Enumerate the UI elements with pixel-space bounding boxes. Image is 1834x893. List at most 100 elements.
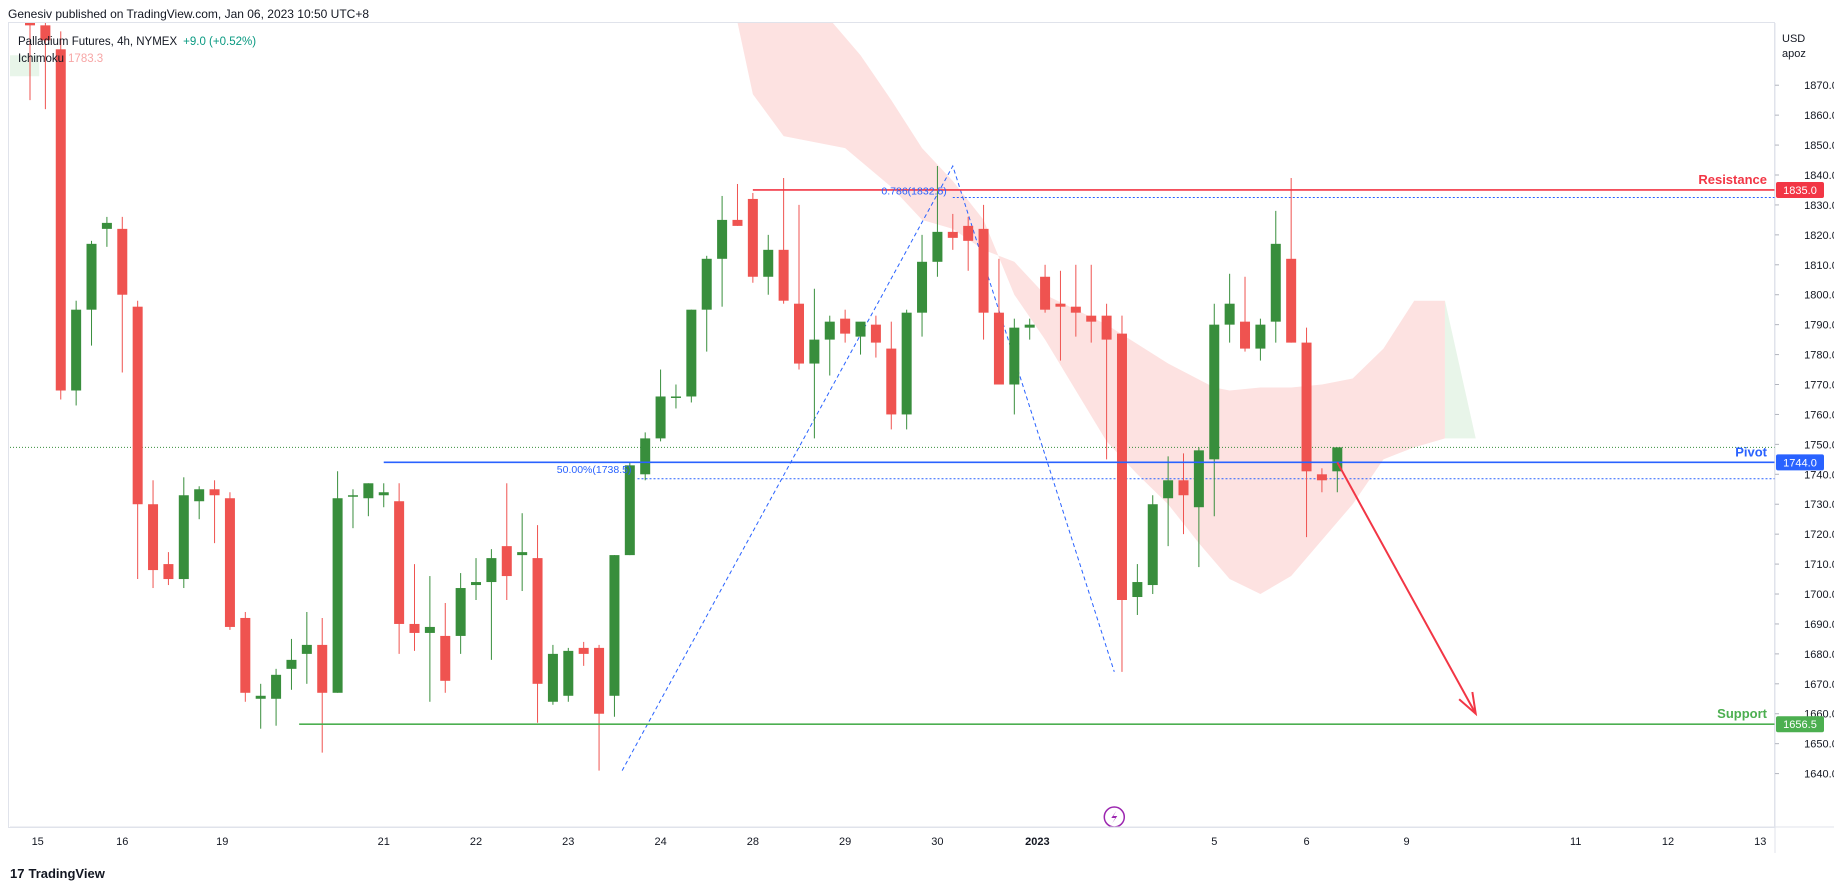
- price-tag-text: 1835.0: [1783, 185, 1817, 197]
- candle-body: [71, 309, 82, 391]
- y-tick-label: 1790.0: [1804, 320, 1834, 332]
- x-tick-label: 21: [378, 836, 390, 848]
- candle-body: [286, 659, 297, 669]
- candle-body: [763, 249, 774, 277]
- price-tag-support: [1776, 716, 1824, 733]
- y-tick-label: 1730.0: [1804, 499, 1834, 511]
- candle-body: [547, 653, 558, 702]
- indicator-label[interactable]: Ichimoku: [18, 53, 65, 65]
- candle-body: [747, 198, 758, 277]
- ichimoku-cloud-bearish: [737, 23, 1445, 595]
- candle-body: [901, 312, 912, 415]
- candle-body: [963, 225, 974, 241]
- candle-body: [1101, 315, 1112, 340]
- candle-body: [855, 321, 866, 337]
- candle-body: [86, 243, 97, 310]
- level-name-support: Support: [1717, 706, 1767, 721]
- x-tick-label: 29: [839, 836, 851, 848]
- change-label: +9.0 (+0.52%): [183, 36, 257, 48]
- candle-body: [993, 312, 1004, 385]
- y-tick-label: 1670.0: [1804, 679, 1834, 691]
- y-tick-label: 1680.0: [1804, 649, 1834, 661]
- candle-body: [378, 492, 389, 496]
- currency-label: USD: [1782, 33, 1806, 45]
- candle-body: [1332, 447, 1343, 472]
- candle-body: [1147, 504, 1158, 586]
- x-tick-label: 11: [1570, 836, 1581, 848]
- candle-body: [148, 504, 159, 571]
- candle-body: [486, 558, 497, 583]
- x-tick-label: 28: [747, 836, 759, 848]
- x-tick-label: 13: [1754, 836, 1766, 848]
- price-tag-pivot: [1776, 454, 1824, 471]
- candle-body: [794, 303, 804, 364]
- y-tick-label: 1820.0: [1804, 230, 1834, 242]
- candle-body: [624, 465, 635, 556]
- published-header: Genesiv published on TradingView.com, Ja…: [8, 7, 370, 21]
- x-tick-label: 24: [654, 836, 666, 848]
- tradingview-logo[interactable]: 17 TradingView: [10, 866, 105, 881]
- y-tick-label: 1760.0: [1804, 409, 1834, 421]
- candle-body: [40, 25, 51, 41]
- y-tick-label: 1780.0: [1804, 350, 1834, 362]
- candle-body: [101, 222, 112, 229]
- y-tick-label: 1860.0: [1804, 110, 1834, 122]
- candle-body: [1286, 258, 1297, 343]
- candle-body: [1055, 303, 1066, 307]
- candle-body: [517, 552, 528, 556]
- price-scale-header[interactable]: USD apoz: [1782, 32, 1806, 62]
- candle-body: [409, 623, 420, 633]
- candle-body: [163, 564, 174, 580]
- plot-area: Resistance Pivot Support 0.786(1832.5) 50.00…: [10, 23, 1775, 827]
- candle-body: [1301, 342, 1312, 472]
- candle-body: [1240, 321, 1251, 349]
- candle-body: [1178, 480, 1189, 496]
- y-tick-label: 1640.0: [1804, 769, 1834, 781]
- x-tick-label: 30: [931, 836, 943, 848]
- candle-body: [917, 261, 928, 313]
- ichimoku-cloud-fragment: [10, 55, 40, 77]
- candle-body: [117, 228, 128, 295]
- symbol-label[interactable]: Palladium Futures, 4h, NYMEX: [18, 36, 178, 48]
- x-tick-label: 5: [1211, 836, 1217, 848]
- projection-arrow-head: [1458, 691, 1478, 717]
- y-tick-label: 1770.0: [1804, 380, 1834, 392]
- candle-body: [347, 495, 358, 497]
- candle-body: [1132, 582, 1143, 598]
- candle-body: [701, 258, 712, 310]
- candle-body: [686, 309, 697, 397]
- y-tick-label: 1840.0: [1804, 170, 1834, 182]
- candle-body: [363, 483, 374, 499]
- candle-body: [209, 489, 220, 496]
- candle-body: [532, 558, 543, 684]
- price-tag-text: 1744.0: [1783, 457, 1817, 469]
- x-tick-label: 9: [1403, 836, 1409, 848]
- y-tick-label: 1850.0: [1804, 140, 1834, 152]
- candle-body: [609, 555, 620, 696]
- price-tag-text: 1656.5: [1783, 719, 1817, 731]
- candle-body: [1316, 474, 1327, 481]
- candle-body: [1224, 303, 1235, 325]
- user-label: apoz: [1782, 48, 1806, 60]
- y-tick-label: 1870.0: [1804, 80, 1834, 92]
- candle-body: [132, 306, 143, 505]
- y-tick-label: 1710.0: [1804, 559, 1834, 571]
- candle-body: [670, 396, 681, 398]
- candle-body: [1209, 324, 1220, 460]
- candle-body: [932, 231, 943, 262]
- fib-label: 0.786(1832.5): [881, 185, 946, 197]
- price-tag-resistance: [1776, 181, 1824, 198]
- candle-body: [194, 489, 205, 502]
- candle-body: [578, 647, 589, 654]
- candle-body: [224, 498, 235, 627]
- candle-body: [824, 321, 835, 340]
- x-tick-label: 6: [1303, 836, 1309, 848]
- candle-body: [455, 588, 466, 636]
- y-tick-label: 1750.0: [1804, 439, 1834, 451]
- level-name-pivot: Pivot: [1735, 444, 1767, 459]
- candle-body: [655, 396, 666, 439]
- candle-body: [886, 348, 897, 415]
- candle-body: [594, 647, 605, 714]
- x-tick-label: 16: [116, 836, 128, 848]
